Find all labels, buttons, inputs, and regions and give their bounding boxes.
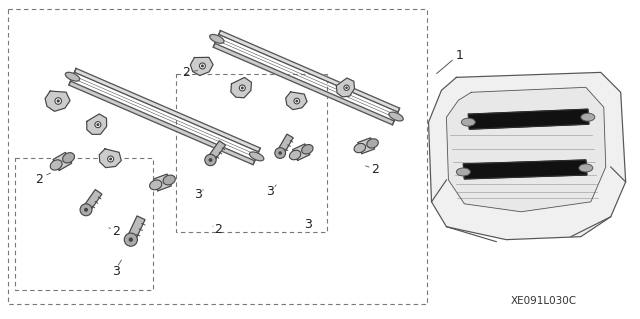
Ellipse shape bbox=[63, 153, 74, 163]
Ellipse shape bbox=[581, 113, 595, 121]
Ellipse shape bbox=[301, 145, 313, 154]
Text: 3: 3 bbox=[193, 188, 202, 201]
Circle shape bbox=[109, 158, 112, 160]
Ellipse shape bbox=[150, 180, 162, 190]
Text: 2: 2 bbox=[214, 223, 222, 236]
Circle shape bbox=[201, 64, 204, 67]
Polygon shape bbox=[358, 138, 374, 154]
Circle shape bbox=[56, 99, 60, 103]
Polygon shape bbox=[45, 91, 70, 111]
Circle shape bbox=[239, 85, 245, 91]
Circle shape bbox=[84, 208, 88, 212]
Circle shape bbox=[55, 98, 61, 104]
Ellipse shape bbox=[354, 144, 365, 153]
Circle shape bbox=[294, 98, 300, 104]
Ellipse shape bbox=[456, 168, 470, 176]
Circle shape bbox=[200, 63, 205, 69]
Text: 2: 2 bbox=[371, 163, 379, 176]
Circle shape bbox=[129, 237, 133, 242]
Polygon shape bbox=[285, 92, 307, 110]
Polygon shape bbox=[219, 31, 399, 112]
Circle shape bbox=[97, 123, 99, 126]
Ellipse shape bbox=[367, 139, 378, 148]
Circle shape bbox=[80, 204, 92, 216]
Polygon shape bbox=[69, 81, 255, 165]
Ellipse shape bbox=[50, 160, 62, 170]
Polygon shape bbox=[213, 43, 394, 125]
Polygon shape bbox=[190, 57, 213, 76]
Polygon shape bbox=[447, 87, 605, 212]
Ellipse shape bbox=[210, 34, 224, 43]
Polygon shape bbox=[99, 149, 121, 167]
Circle shape bbox=[275, 148, 285, 159]
Bar bbox=[8, 9, 426, 304]
Circle shape bbox=[205, 154, 216, 166]
Text: 2: 2 bbox=[182, 66, 189, 79]
Circle shape bbox=[345, 86, 348, 89]
Polygon shape bbox=[127, 216, 145, 241]
Ellipse shape bbox=[65, 72, 79, 81]
Ellipse shape bbox=[461, 118, 476, 126]
Text: 2: 2 bbox=[35, 174, 43, 186]
Circle shape bbox=[278, 151, 282, 155]
Polygon shape bbox=[336, 78, 355, 97]
Bar bbox=[15, 158, 153, 290]
Circle shape bbox=[108, 156, 114, 162]
Circle shape bbox=[124, 233, 138, 246]
Polygon shape bbox=[154, 174, 172, 191]
Polygon shape bbox=[231, 78, 252, 98]
Polygon shape bbox=[277, 134, 293, 155]
Polygon shape bbox=[468, 109, 589, 129]
Text: 3: 3 bbox=[266, 185, 274, 198]
Polygon shape bbox=[87, 114, 107, 134]
Text: 2: 2 bbox=[112, 225, 120, 238]
Polygon shape bbox=[53, 152, 72, 170]
Text: 1: 1 bbox=[456, 49, 463, 62]
Ellipse shape bbox=[163, 175, 175, 185]
Text: 3: 3 bbox=[112, 265, 120, 278]
Ellipse shape bbox=[250, 152, 264, 161]
Polygon shape bbox=[429, 72, 626, 240]
Ellipse shape bbox=[289, 150, 301, 160]
Polygon shape bbox=[292, 144, 310, 160]
Ellipse shape bbox=[389, 112, 403, 121]
Text: 3: 3 bbox=[304, 218, 312, 231]
Circle shape bbox=[209, 158, 212, 162]
Bar bbox=[175, 74, 327, 232]
Polygon shape bbox=[74, 68, 260, 152]
Ellipse shape bbox=[579, 164, 593, 172]
Text: XE091L030C: XE091L030C bbox=[511, 296, 577, 306]
Circle shape bbox=[241, 86, 244, 89]
Circle shape bbox=[344, 85, 349, 90]
Polygon shape bbox=[83, 189, 102, 212]
Polygon shape bbox=[463, 160, 587, 179]
Polygon shape bbox=[207, 141, 225, 162]
Circle shape bbox=[95, 122, 101, 128]
Circle shape bbox=[296, 100, 298, 102]
